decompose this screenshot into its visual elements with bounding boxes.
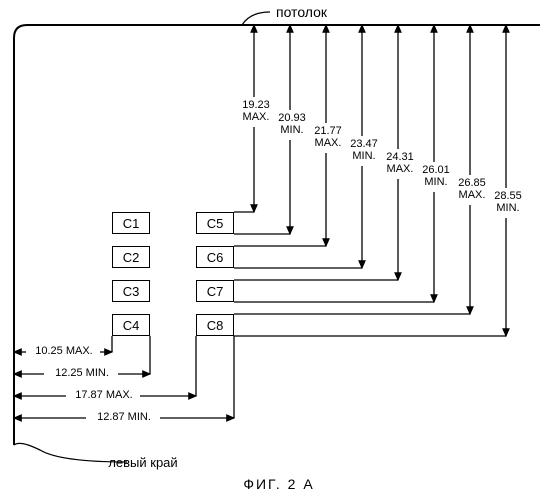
overlay-svg: [0, 0, 558, 500]
vdim-label-7: 28.55MIN.: [490, 191, 526, 214]
box-c2: C2: [112, 246, 150, 268]
figure-label: ФИГ. 2 A: [0, 476, 558, 492]
hdim-label-1: 12.25 MIN.: [46, 367, 118, 379]
vdim-label-5: 26.01MIN.: [418, 165, 454, 188]
box-c1: C1: [112, 212, 150, 234]
box-c6: C6: [196, 246, 234, 268]
box-c3: C3: [112, 280, 150, 302]
hdim-label-2: 17.87 MAX.: [68, 389, 140, 401]
vdim-label-4: 24.31MAX.: [382, 152, 418, 175]
vdim-label-0: 19.23MAX.: [238, 100, 274, 123]
vdim-label-1: 20.93MIN.: [274, 113, 310, 136]
ceiling-label: потолок: [276, 4, 327, 20]
left-edge-label: левый край: [0, 455, 422, 470]
vdim-label-3: 23.47MIN.: [346, 139, 382, 162]
vdim-label-2: 21.77MAX.: [310, 126, 346, 149]
box-c5: C5: [196, 212, 234, 234]
box-c4: C4: [112, 314, 150, 336]
vdim-label-6: 26.85MAX.: [454, 178, 490, 201]
box-c8: C8: [196, 314, 234, 336]
hdim-label-3: 12.87 MIN.: [88, 411, 160, 423]
hdim-label-0: 10.25 MAX.: [28, 345, 100, 357]
diagram-canvas: потолок C1 C2 C3 C4 C5 C6 C7 C8 19.23MAX…: [0, 0, 558, 500]
box-c7: C7: [196, 280, 234, 302]
